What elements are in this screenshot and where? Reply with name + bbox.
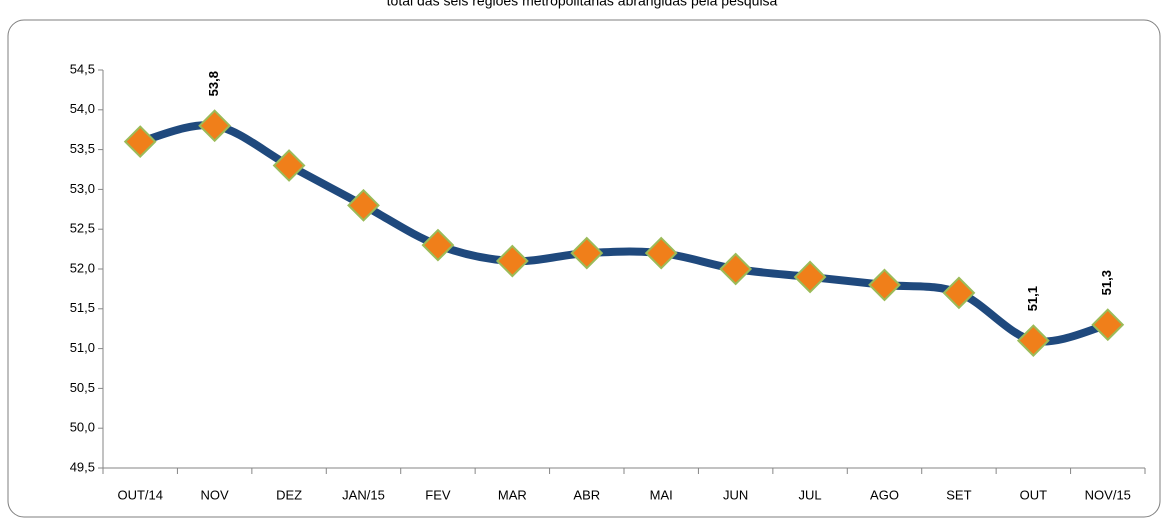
marker <box>347 188 380 222</box>
x-tick-label: JUL <box>799 487 822 502</box>
y-tick-label: 52,5 <box>70 221 95 236</box>
x-tick-label: SET <box>946 487 971 502</box>
y-tick-label: 53,5 <box>70 141 95 156</box>
value-label: 51,3 <box>1099 270 1114 295</box>
y-tick-label: 54,0 <box>70 101 95 116</box>
x-tick-label: MAI <box>650 487 673 502</box>
x-tick-label: NOV <box>201 487 230 502</box>
x-tick-label: ABR <box>573 487 600 502</box>
marker <box>868 268 901 302</box>
x-tick-label: AGO <box>870 487 899 502</box>
y-tick-label: 51,0 <box>70 340 95 355</box>
y-tick-label: 50,5 <box>70 380 95 395</box>
marker <box>793 260 827 294</box>
chart-title: total das seis regiões metropolitanas ab… <box>387 0 778 9</box>
x-tick-label: MAR <box>498 487 527 502</box>
marker <box>644 236 678 270</box>
marker <box>1091 308 1125 342</box>
marker <box>942 276 976 310</box>
x-tick-label: OUT <box>1020 487 1048 502</box>
x-tick-label: JUN <box>723 487 748 502</box>
marker <box>719 252 753 286</box>
chart-border <box>7 19 1161 518</box>
y-tick-label: 54,5 <box>70 61 95 76</box>
y-tick-label: 51,5 <box>70 300 95 315</box>
marker <box>421 228 455 262</box>
marker <box>1016 324 1050 358</box>
marker <box>123 125 157 159</box>
x-tick-label: DEZ <box>276 487 302 502</box>
y-tick-label: 52,0 <box>70 260 95 275</box>
marker <box>198 109 232 143</box>
marker <box>570 236 604 270</box>
y-tick-label: 53,0 <box>70 181 95 196</box>
marker <box>272 149 306 182</box>
y-tick-label: 49,5 <box>70 459 95 474</box>
value-label: 53,8 <box>206 71 221 96</box>
marker <box>495 244 529 278</box>
x-tick-label: FEV <box>425 487 451 502</box>
value-label: 51,1 <box>1025 286 1040 311</box>
y-tick-label: 50,0 <box>70 420 95 435</box>
x-tick-label: NOV/15 <box>1085 487 1131 502</box>
x-tick-label: OUT/14 <box>117 487 163 502</box>
x-tick-label: JAN/15 <box>342 487 385 502</box>
